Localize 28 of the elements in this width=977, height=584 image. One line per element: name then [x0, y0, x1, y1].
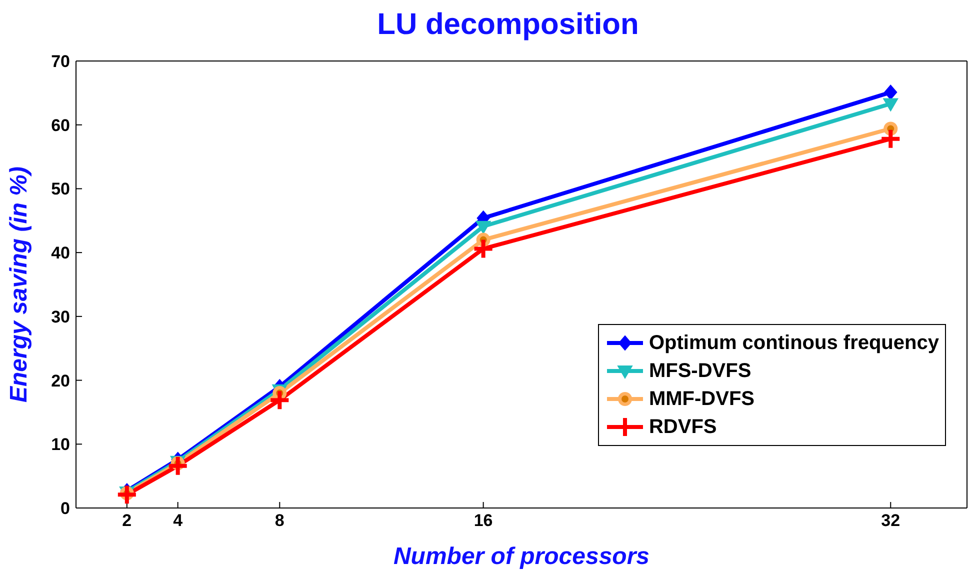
x-tick-label: 8 — [274, 511, 284, 530]
y-tick-label: 50 — [51, 180, 70, 199]
legend-label: RDVFS — [648, 416, 717, 438]
point — [883, 98, 898, 112]
point — [268, 389, 291, 412]
y-tick-label: 30 — [51, 307, 70, 326]
point — [476, 220, 491, 234]
y-axis-title: Energy saving (in %) — [6, 166, 33, 403]
point — [166, 454, 189, 477]
point — [472, 238, 494, 260]
point — [880, 128, 902, 150]
legend-label: MFS-DVFS — [648, 360, 752, 382]
x-tick-label: 2 — [122, 511, 132, 530]
x-tick-label: 4 — [173, 511, 184, 530]
chart-title: LU decomposition — [376, 8, 640, 43]
point — [116, 484, 138, 506]
legend-label: MMF-DVFS — [648, 388, 755, 410]
y-tick-label: 0 — [60, 499, 70, 518]
y-tick-label: 40 — [51, 244, 70, 263]
point — [884, 84, 898, 100]
y-tick-label: 70 — [51, 52, 70, 72]
x-tick-label: 16 — [474, 511, 493, 530]
legend-label: Optimum continous frequency — [648, 332, 939, 354]
x-tick-label: 32 — [881, 511, 900, 530]
y-tick-label: 10 — [51, 435, 70, 454]
y-tick-label: 20 — [51, 371, 70, 390]
x-axis-title: Number of processors — [393, 543, 650, 570]
y-tick-label: 60 — [51, 116, 70, 135]
